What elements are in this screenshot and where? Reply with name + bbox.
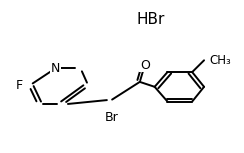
Text: F: F bbox=[16, 79, 23, 92]
Text: Br: Br bbox=[105, 111, 119, 124]
Text: N: N bbox=[51, 62, 61, 75]
Text: CH₃: CH₃ bbox=[209, 54, 231, 67]
Text: O: O bbox=[140, 59, 150, 72]
Text: HBr: HBr bbox=[137, 12, 165, 27]
